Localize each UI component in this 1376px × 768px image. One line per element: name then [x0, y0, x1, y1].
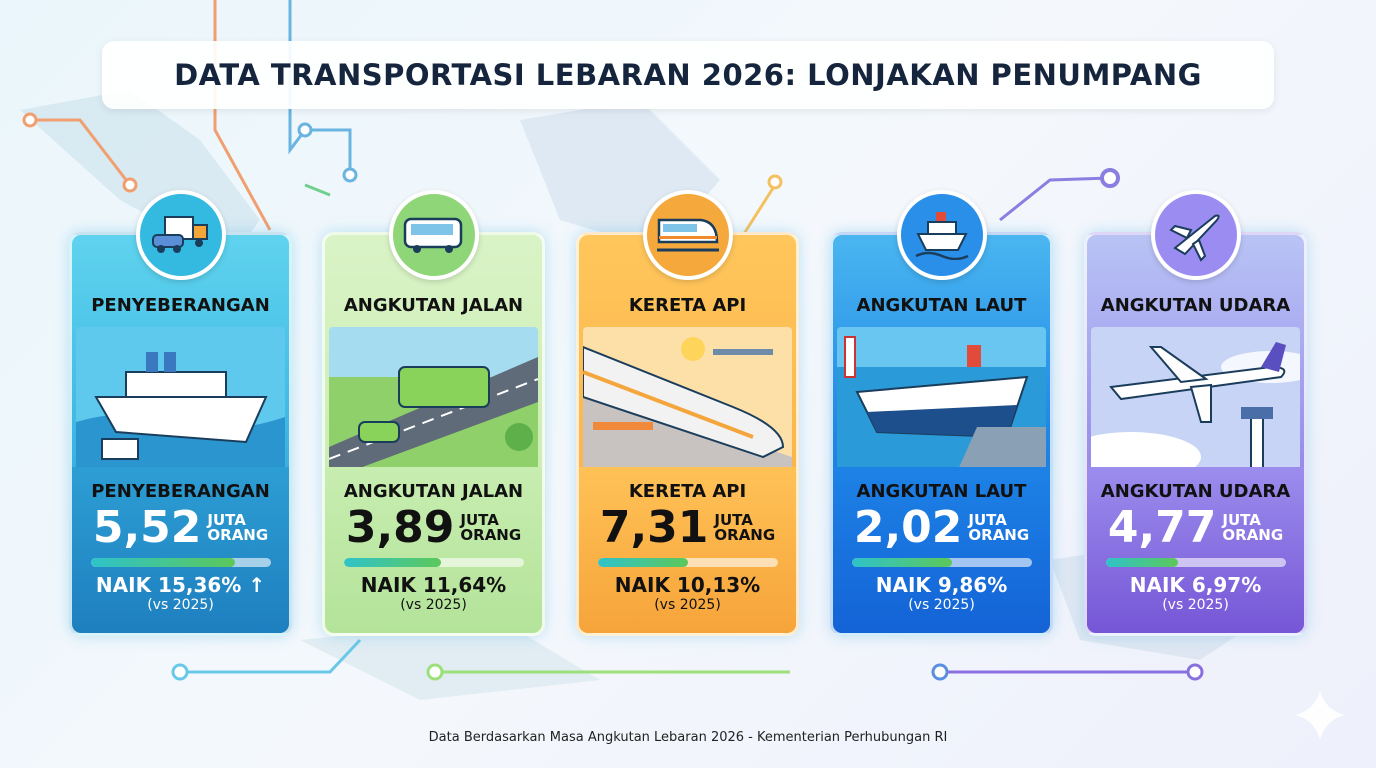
- growth-bar-fill: [851, 558, 953, 567]
- ferry-illustration: [76, 327, 285, 472]
- card-title: ANGKUTAN LAUT: [856, 295, 1027, 316]
- ship-icon: [896, 190, 987, 280]
- mode-name: ANGKUTAN LAUT: [856, 481, 1027, 502]
- unit-orang: ORANG: [714, 526, 776, 544]
- train-illustration: [583, 327, 792, 472]
- unit-orang: ORANG: [207, 526, 269, 544]
- card-penyeberangan: PENYEBERANGAN PENYEBERANGAN 5,52 JUTA ORAN…: [69, 190, 292, 636]
- card-title: ANGKUTAN UDARA: [1100, 295, 1291, 316]
- card-angkutan-laut: ANGKUTAN LAUT ANGKUTAN LAUT 2,02 JUTA ORAN…: [830, 190, 1053, 636]
- passenger-value: 7,31: [599, 502, 709, 553]
- compare-text: (vs 2025): [654, 597, 721, 613]
- compare-text: (vs 2025): [1162, 597, 1229, 613]
- stats-panel: PENYEBERANGAN 5,52 JUTA ORANG NAIK 15,36% …: [72, 467, 289, 633]
- unit-orang: ORANG: [1222, 526, 1284, 544]
- passenger-value: 5,52: [92, 502, 202, 553]
- growth-bar-fill: [597, 558, 688, 567]
- card-title: KERETA API: [628, 295, 747, 316]
- arrow-up-icon: ↑: [248, 573, 266, 597]
- card-title: ANGKUTAN JALAN: [343, 295, 524, 316]
- ship-illustration: [837, 327, 1046, 472]
- unit-juta: JUTA: [1222, 511, 1261, 529]
- unit-juta: JUTA: [968, 511, 1007, 529]
- unit-juta: JUTA: [207, 511, 246, 529]
- mode-name: KERETA API: [628, 481, 747, 502]
- compare-text: (vs 2025): [400, 597, 467, 613]
- growth-bar: [597, 558, 778, 567]
- stats-panel: ANGKUTAN JALAN 3,89 JUTA ORANG NAIK 11,64%…: [325, 467, 542, 633]
- passenger-value: 2,02: [853, 502, 963, 553]
- card-angkutan-udara: ANGKUTAN UDARA ANGKUTAN UDARA 4,77 JUTA OR…: [1084, 190, 1307, 636]
- page-title: DATA TRANSPORTASI LEBARAN 2026: LONJAKAN…: [102, 41, 1274, 109]
- growth-text: NAIK 11,64%: [360, 573, 507, 597]
- growth-text: NAIK 6,97%: [1129, 573, 1262, 597]
- unit-juta: JUTA: [460, 511, 499, 529]
- stats-panel: ANGKUTAN LAUT 2,02 JUTA ORANG NAIK 9,86% (…: [833, 467, 1050, 633]
- airplane-illustration: [1091, 327, 1300, 472]
- growth-bar-fill: [343, 558, 441, 567]
- passenger-value: 3,89: [345, 502, 455, 553]
- card-angkutan-jalan: ANGKUTAN JALAN ANGKUTAN JALAN 3,89 JUTA OR…: [322, 190, 545, 636]
- truck-car-icon: [135, 190, 226, 280]
- growth-bar-fill: [1105, 558, 1178, 567]
- growth-text: NAIK 9,86%: [875, 573, 1008, 597]
- road-illustration: [329, 327, 538, 472]
- bus-icon: [388, 190, 479, 280]
- growth-text: NAIK 10,13%: [614, 573, 761, 597]
- stats-panel: ANGKUTAN UDARA 4,77 JUTA ORANG NAIK 6,97% …: [1087, 467, 1304, 633]
- mode-name: ANGKUTAN JALAN: [343, 481, 524, 502]
- sparkle-icon: [1295, 690, 1345, 740]
- growth-bar: [1105, 558, 1286, 567]
- card-title: PENYEBERANGAN: [91, 295, 270, 316]
- stats-panel: KERETA API 7,31 JUTA ORANG NAIK 10,13% (vs…: [579, 467, 796, 633]
- passenger-value: 4,77: [1107, 502, 1217, 553]
- mode-name: ANGKUTAN UDARA: [1100, 481, 1291, 502]
- growth-text: NAIK 15,36%: [95, 573, 242, 597]
- source-footer: Data Berdasarkan Masa Angkutan Lebaran 2…: [428, 730, 948, 745]
- unit-juta: JUTA: [714, 511, 753, 529]
- airplane-icon: [1150, 190, 1241, 280]
- growth-bar: [343, 558, 524, 567]
- growth-bar: [851, 558, 1032, 567]
- unit-orang: ORANG: [968, 526, 1030, 544]
- unit-orang: ORANG: [460, 526, 522, 544]
- compare-text: (vs 2025): [147, 597, 214, 613]
- train-icon: [642, 190, 733, 280]
- mode-name: PENYEBERANGAN: [91, 481, 270, 502]
- compare-text: (vs 2025): [908, 597, 975, 613]
- growth-bar-fill: [90, 558, 235, 567]
- growth-bar: [90, 558, 271, 567]
- card-kereta-api: KERETA API KERETA API 7,31 JUTA ORANG NAIK…: [576, 190, 799, 636]
